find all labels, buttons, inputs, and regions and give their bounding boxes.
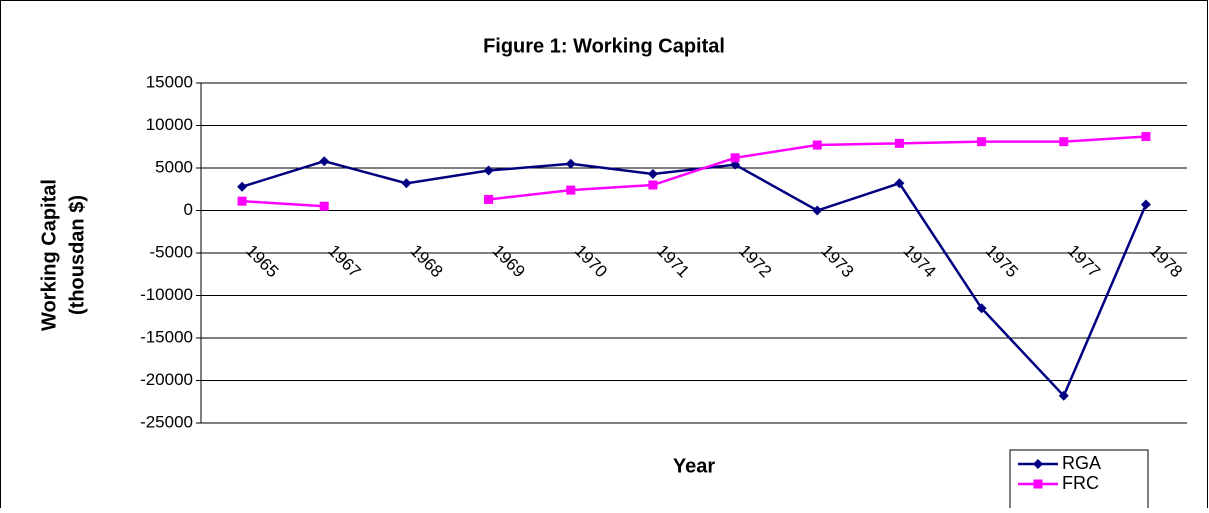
y-axis-title: (thousdan $) [66, 195, 88, 315]
data-point [730, 153, 740, 163]
data-point [401, 178, 412, 189]
data-point [319, 201, 329, 211]
data-point [483, 165, 494, 176]
legend-marker [1033, 459, 1043, 469]
series-line [241, 159, 1148, 399]
data-point [977, 137, 987, 147]
data-point [1058, 390, 1069, 401]
data-point [566, 185, 576, 195]
y-tick-label: -20000 [140, 370, 193, 389]
data-point [894, 138, 904, 148]
data-point [976, 303, 987, 314]
y-tick-label: -5000 [150, 242, 193, 261]
data-point [565, 158, 576, 169]
y-tick-label: 5000 [155, 157, 193, 176]
data-point [812, 140, 822, 150]
data-point [647, 168, 658, 179]
data-point [648, 180, 658, 190]
x-axis-title: Year [673, 455, 715, 477]
y-tick-label: -15000 [140, 327, 193, 346]
chart-title: Figure 1: Working Capital [483, 35, 725, 57]
y-tick-label: 0 [184, 200, 193, 219]
y-axis-title: Working Capital [38, 179, 60, 331]
y-tick-label: 10000 [146, 115, 193, 134]
legend-label: FRC [1062, 473, 1099, 493]
data-point [812, 205, 823, 216]
data-point [1059, 137, 1069, 147]
data-point [237, 181, 248, 192]
data-point [484, 194, 494, 204]
legend-marker [1033, 479, 1043, 489]
data-point [319, 156, 330, 167]
y-tick-label: -25000 [140, 412, 193, 431]
legend-box [1009, 449, 1149, 513]
data-point [894, 178, 905, 189]
legend-label: RGA [1062, 453, 1101, 473]
data-point [1140, 199, 1151, 210]
data-point [237, 196, 247, 206]
y-tick-label: -10000 [140, 285, 193, 304]
data-point [1141, 132, 1151, 142]
y-tick-label: 15000 [146, 72, 193, 91]
